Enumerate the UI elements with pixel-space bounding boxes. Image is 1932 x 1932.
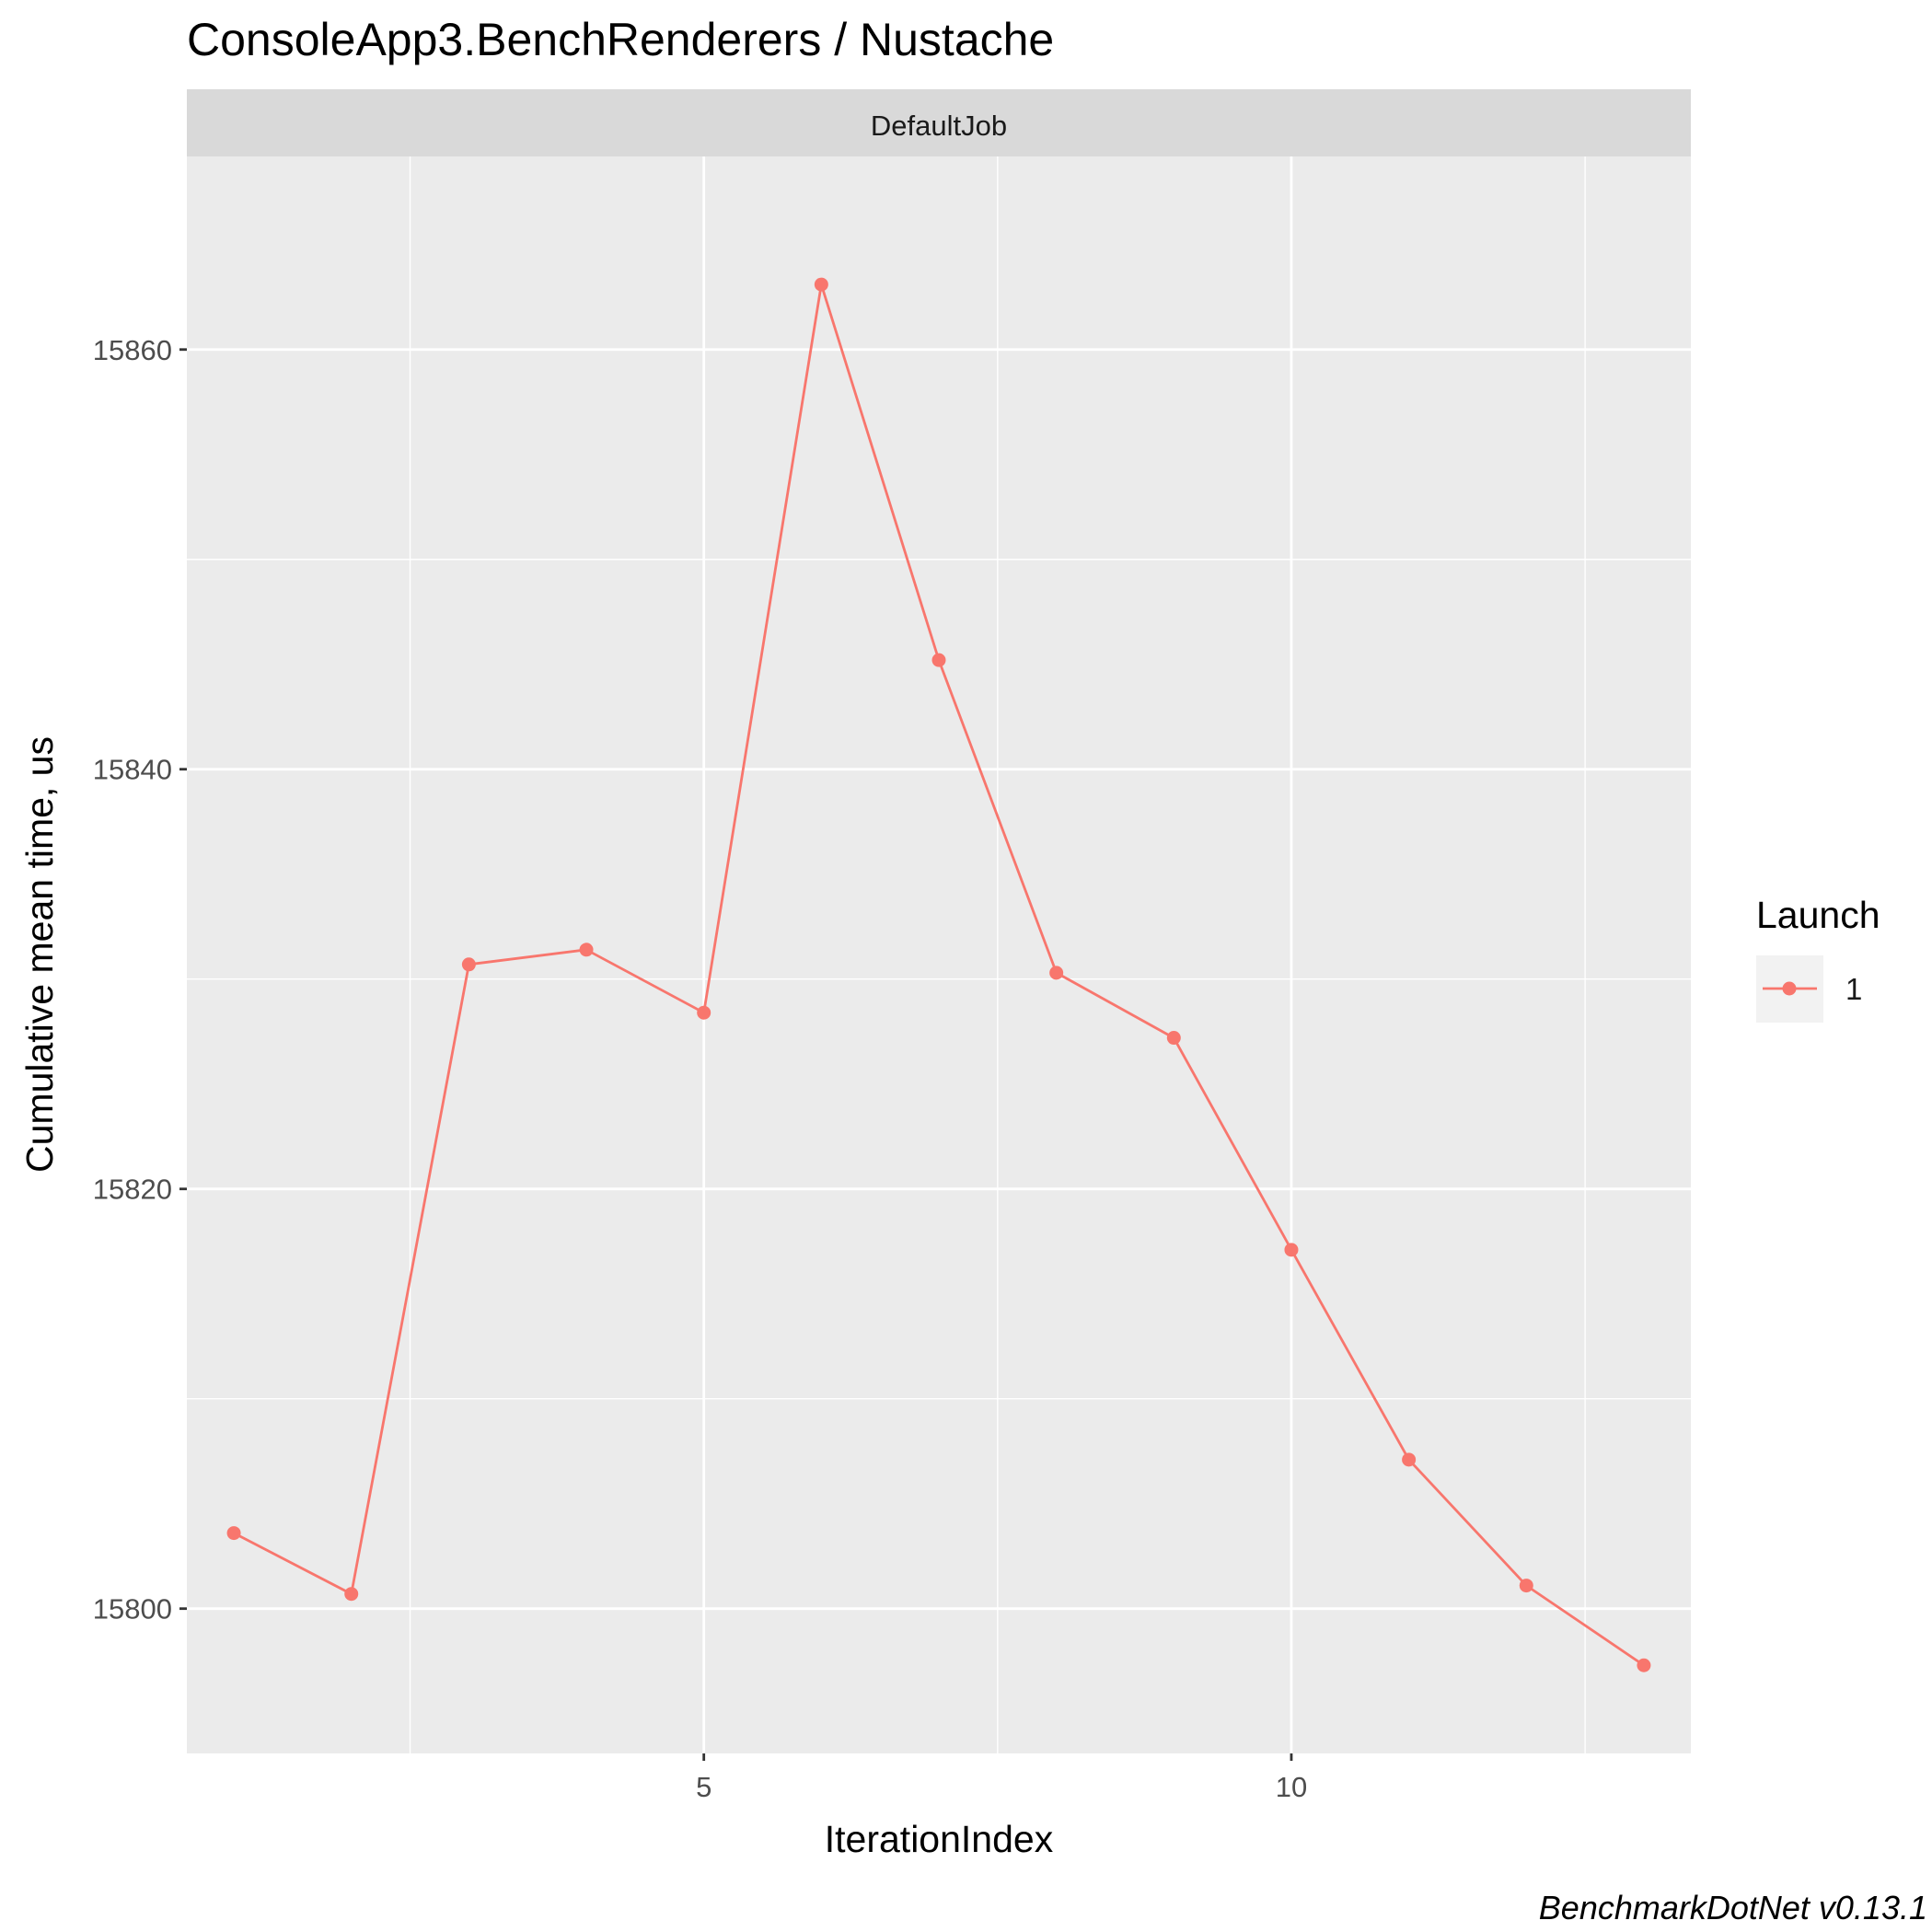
legend: Launch 1 [1756,894,1880,1023]
data-point [1049,966,1064,980]
data-point [814,277,828,292]
y-axis-title: Cumulative mean time, us [18,736,61,1173]
caption: BenchmarkDotNet v0.13.1 [1539,1889,1927,1926]
major-gridlines [187,156,1691,1753]
axis-ticks [179,348,1293,1761]
series-layer [226,277,1651,1672]
data-point [1637,1658,1651,1672]
data-point [1519,1579,1533,1593]
x-tick-label: 5 [696,1771,711,1803]
data-point [344,1587,359,1602]
data-point [1284,1243,1299,1257]
data-point [1402,1452,1417,1467]
data-point [931,653,946,667]
minor-gridlines [187,156,1691,1753]
data-point [461,957,476,972]
legend-key-point [1782,981,1797,996]
legend-title: Launch [1756,894,1880,936]
plot-panel [187,156,1691,1753]
y-tick-label: 15860 [93,334,172,366]
axis-tick-labels: 5 10 15800 15820 15840 15860 [93,334,1307,1803]
chart-title: ConsoleApp3.BenchRenderers / Nustache [187,14,1054,65]
y-tick-label: 15820 [93,1174,172,1206]
data-point [697,1005,711,1020]
y-tick-label: 15840 [93,754,172,786]
facet-strip-label: DefaultJob [871,110,1007,142]
legend-entry-label: 1 [1845,972,1862,1006]
data-point [1166,1031,1181,1046]
data-point [579,943,594,957]
y-tick-label: 15800 [93,1593,172,1625]
x-tick-label: 10 [1276,1771,1307,1803]
facet-strip [187,89,1691,156]
data-point [226,1526,241,1541]
x-axis-title: IterationIndex [825,1818,1054,1860]
